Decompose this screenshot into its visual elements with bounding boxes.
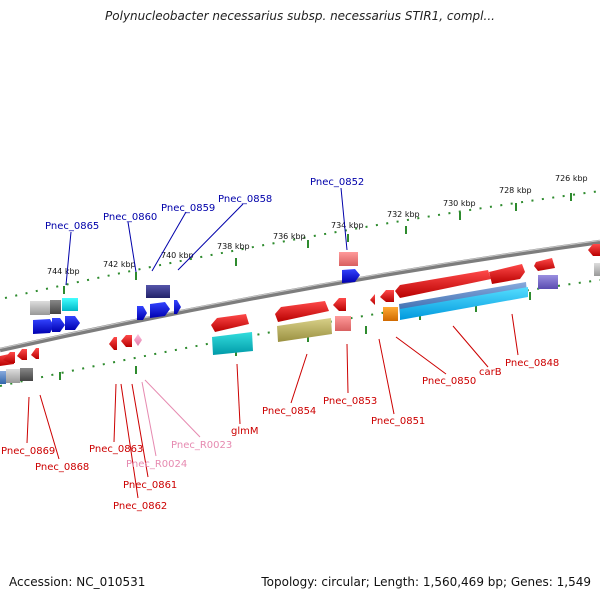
gene-feature[interactable] xyxy=(6,369,20,383)
gene-feature[interactable] xyxy=(62,298,78,311)
gene-feature[interactable] xyxy=(380,290,394,302)
tick-label-740: 740 kbp xyxy=(161,251,194,260)
accession-text: Accession: NC_010531 xyxy=(9,575,146,589)
gene-feature[interactable] xyxy=(150,302,170,318)
gene-feature[interactable] xyxy=(277,318,332,342)
gene-feature[interactable] xyxy=(137,306,147,320)
gene-label[interactable]: Pnec_0850 xyxy=(422,376,476,387)
genome-stats-text: Topology: circular; Length: 1,560,469 bp… xyxy=(261,575,591,589)
forward-major-ticks xyxy=(63,193,572,294)
gene-label[interactable]: carB xyxy=(479,367,502,378)
gene-label[interactable]: glmM xyxy=(231,426,259,437)
gene-label[interactable]: Pnec_0868 xyxy=(35,462,89,473)
tick-label-730: 730 kbp xyxy=(443,199,476,208)
gene-label[interactable]: Pnec_0869 xyxy=(1,446,55,457)
gene-feature[interactable] xyxy=(30,301,50,315)
gene-feature[interactable] xyxy=(489,264,525,284)
gene-label[interactable]: Pnec_0865 xyxy=(45,221,99,232)
gene-feature[interactable] xyxy=(174,300,181,314)
gene-feature[interactable] xyxy=(121,335,132,347)
gene-feature[interactable] xyxy=(333,298,346,311)
tick-label-744: 744 kbp xyxy=(47,267,80,276)
gene-label[interactable]: Pnec_0852 xyxy=(310,177,364,188)
gene-feature[interactable] xyxy=(370,294,375,305)
gene-feature[interactable] xyxy=(594,263,600,276)
gene-feature[interactable] xyxy=(588,244,600,256)
gene-feature[interactable] xyxy=(335,316,351,331)
forward-features[interactable] xyxy=(30,244,600,334)
backbone-highlight xyxy=(0,240,600,349)
gene-feature[interactable] xyxy=(146,285,170,298)
genome-backbone xyxy=(0,239,600,353)
map-title: Polynucleobacter necessarius subsp. nece… xyxy=(105,9,495,23)
label-connectors xyxy=(26,187,519,499)
gene-feature[interactable] xyxy=(17,349,27,360)
gene-feature[interactable] xyxy=(50,300,61,314)
gene-feature[interactable] xyxy=(52,318,65,332)
gene-feature[interactable] xyxy=(212,332,253,355)
forward-tick-track xyxy=(4,190,600,299)
gene-label[interactable]: Pnec_0848 xyxy=(505,358,559,369)
gene-label[interactable]: Pnec_0863 xyxy=(89,444,143,455)
gene-feature[interactable] xyxy=(33,319,54,334)
gene-feature[interactable] xyxy=(109,337,117,350)
gene-feature[interactable] xyxy=(400,287,528,320)
gene-label[interactable]: Pnec_R0023 xyxy=(171,440,232,451)
gene-feature[interactable] xyxy=(339,252,358,266)
gene-feature[interactable] xyxy=(538,275,558,289)
gene-feature[interactable] xyxy=(275,301,329,322)
tick-label-736: 736 kbp xyxy=(273,232,306,241)
gene-feature[interactable] xyxy=(3,352,15,363)
gene-feature[interactable] xyxy=(65,316,80,330)
reverse-gene-labels: Pnec_0848 carB Pnec_0850 Pnec_0851 Pnec_… xyxy=(1,358,559,512)
gene-feature[interactable] xyxy=(211,314,249,332)
gene-label[interactable]: Pnec_0858 xyxy=(218,194,272,205)
gene-feature[interactable] xyxy=(534,258,555,271)
gene-feature[interactable] xyxy=(0,371,6,384)
gene-label[interactable]: Pnec_0859 xyxy=(161,203,215,214)
gene-label[interactable]: Pnec_R0024 xyxy=(126,459,187,470)
forward-gene-labels: Pnec_0852 Pnec_0858 Pnec_0859 Pnec_0860 … xyxy=(45,177,364,232)
reverse-features[interactable] xyxy=(0,298,351,384)
gene-label[interactable]: Pnec_0851 xyxy=(371,416,425,427)
gene-feature[interactable] xyxy=(342,269,360,283)
tick-label-728: 728 kbp xyxy=(499,186,532,195)
tick-label-734: 734 kbp xyxy=(331,221,364,230)
gene-feature[interactable] xyxy=(20,368,33,381)
gene-label[interactable]: Pnec_0853 xyxy=(323,396,377,407)
gene-label[interactable]: Pnec_0854 xyxy=(262,406,316,417)
gene-feature[interactable] xyxy=(395,270,491,298)
gene-label[interactable]: Pnec_0861 xyxy=(123,480,177,491)
tick-label-738: 738 kbp xyxy=(217,242,250,251)
gene-feature[interactable] xyxy=(31,348,39,359)
gene-label[interactable]: Pnec_0860 xyxy=(103,212,157,223)
gene-feature[interactable] xyxy=(134,334,142,346)
gene-label[interactable]: Pnec_0862 xyxy=(113,501,167,512)
gene-feature[interactable] xyxy=(383,307,398,321)
tick-label-726: 726 kbp xyxy=(555,174,588,183)
tick-label-742: 742 kbp xyxy=(103,260,136,269)
tick-label-732: 732 kbp xyxy=(387,210,420,219)
